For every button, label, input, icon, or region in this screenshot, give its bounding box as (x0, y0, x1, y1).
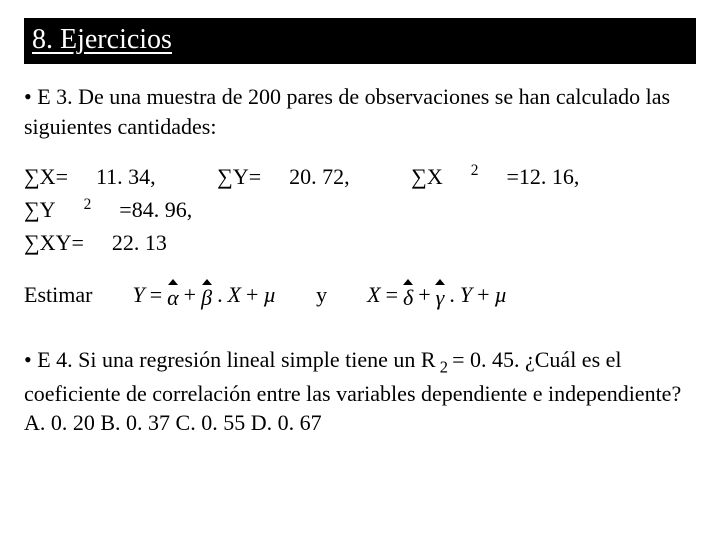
estimate-row: Estimar Y = α + β . X + µ y X = δ + γ . … (24, 279, 696, 311)
sum-x2-exp: 2 (471, 162, 479, 179)
eq1-plus1: + (181, 282, 199, 308)
estimate-label: Estimar (24, 282, 92, 308)
sum-y-label: ∑Y= (217, 164, 261, 189)
eq1-beta: β (201, 285, 212, 310)
eq1-equals: = (147, 282, 165, 308)
eq2-y: Y (460, 282, 472, 308)
sum-x2-pre: ∑X (411, 164, 443, 189)
sum-xy: ∑XY= 22. 13 (24, 230, 195, 255)
e4-sub2: 2 (436, 357, 453, 376)
eq2-delta-hat: δ (403, 279, 413, 311)
sum-y-val: 20. 72, (289, 164, 350, 189)
eq1-dot: . (214, 282, 226, 308)
sum-xy-val: 22. 13 (112, 230, 167, 255)
eq1-y: Y (132, 282, 144, 308)
eq1-alpha-hat: α (167, 279, 179, 311)
e4-part-a: • E 4. Si una regresión lineal simple ti… (24, 347, 436, 372)
sum-y2-eq: =84. 96, (119, 197, 192, 222)
eq2-gamma: γ (436, 285, 445, 310)
sum-y: ∑Y= 20. 72, (217, 164, 377, 189)
sum-xy-label: ∑XY= (24, 230, 84, 255)
eq2-x: X (367, 282, 380, 308)
eq2-gamma-hat: γ (436, 279, 445, 311)
section-header: 8. Ejercicios (24, 18, 696, 64)
eq1-x: X (228, 282, 241, 308)
eq2-plus1: + (415, 282, 433, 308)
sum-x-val: 11. 34, (96, 164, 156, 189)
eq1-alpha: α (167, 285, 179, 310)
equation-2: X = δ + γ . Y + µ (367, 279, 507, 311)
e3-intro: • E 3. De una muestra de 200 pares de ob… (24, 82, 696, 141)
sum-x2-eq: =12. 16, (506, 164, 579, 189)
equation-1: Y = α + β . X + µ (132, 279, 276, 311)
eq2-mu: µ (495, 282, 508, 308)
eq2-dot: . (446, 282, 458, 308)
eq1-mu: µ (263, 282, 276, 308)
y-word: y (316, 282, 327, 308)
eq2-delta: δ (403, 285, 413, 310)
eq2-plus2: + (474, 282, 492, 308)
eq1-plus2: + (243, 282, 261, 308)
sum-y2-pre: ∑Y (24, 197, 56, 222)
sum-y2: ∑Y 2 =84. 96, (24, 197, 220, 222)
eq1-beta-hat: β (201, 279, 212, 311)
sum-y2-exp: 2 (84, 196, 92, 213)
e3-stats: ∑X= 11. 34, ∑Y= 20. 72, ∑X 2 =12. 16, ∑Y 2 =84… (24, 159, 696, 259)
eq2-equals: = (383, 282, 401, 308)
sum-x2: ∑X 2 =12. 16, (411, 164, 607, 189)
sum-x-label: ∑X= (24, 164, 68, 189)
e4-text: • E 4. Si una regresión lineal simple ti… (24, 345, 696, 438)
sum-x: ∑X= 11. 34, (24, 164, 184, 189)
